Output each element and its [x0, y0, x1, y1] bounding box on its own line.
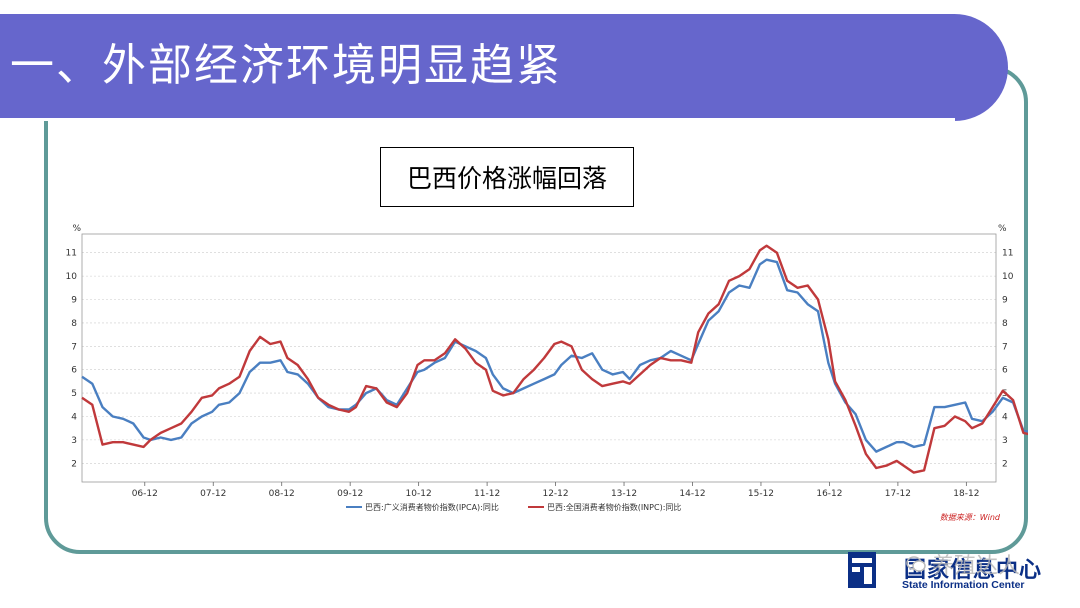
- y-tick-label-left: 3: [71, 436, 77, 446]
- y-tick-label-right: 3: [1002, 436, 1008, 446]
- y-unit-left: %: [72, 224, 81, 234]
- slide-title: 一、外部经济环境明显趋紧: [10, 40, 562, 91]
- x-tick-label: 08-12: [269, 489, 295, 499]
- y-tick-label-left: 10: [66, 272, 78, 282]
- y-unit-right: %: [998, 224, 1007, 234]
- y-tick-label-right: 2: [1002, 459, 1008, 469]
- y-tick-label-left: 9: [71, 296, 77, 306]
- y-tick-label-left: 5: [71, 389, 77, 399]
- y-tick-label-left: 11: [66, 249, 77, 259]
- y-tick-label-right: 9: [1002, 296, 1008, 306]
- y-tick-label-right: 7: [1002, 342, 1008, 352]
- y-tick-label-right: 11: [1002, 249, 1013, 259]
- x-tick-label: 16-12: [816, 489, 842, 499]
- x-tick-label: 10-12: [406, 489, 432, 499]
- plot-frame: [81, 233, 997, 483]
- x-tick-label: 09-12: [337, 489, 363, 499]
- y-tick-label-right: 6: [1002, 366, 1008, 376]
- x-tick-label: 12-12: [542, 489, 568, 499]
- sic-logo-icon: [848, 552, 876, 588]
- y-tick-label-left: 4: [71, 412, 77, 422]
- x-tick-label: 13-12: [611, 489, 637, 499]
- chart-title: 巴西价格涨幅回落: [380, 147, 634, 207]
- chart-grid: [82, 252, 996, 464]
- chart-lines: [81, 244, 1028, 474]
- legend-label: 巴西:广义消费者物价指数(IPCA):同比: [365, 502, 499, 512]
- watermark-text: 养殖达人: [932, 554, 1021, 579]
- data-source: 数据来源：Wind: [940, 513, 1001, 522]
- watermark: 养殖达人: [906, 548, 1020, 580]
- x-tick-label: 14-12: [679, 489, 705, 499]
- logo-text-en: State Information Center: [902, 579, 1025, 591]
- legend-label: 巴西:全国消费者物价指数(INPC):同比: [547, 502, 681, 512]
- y-tick-label-right: 4: [1002, 412, 1008, 422]
- x-tick-label: 06-12: [132, 489, 158, 499]
- y-tick-label-left: 7: [71, 342, 77, 352]
- title-banner: [0, 14, 1008, 121]
- y-tick-label-left: 8: [71, 319, 77, 329]
- logo-text-cn: 国家信息中心: [904, 557, 1043, 583]
- y-tick-label-right: 10: [1002, 272, 1014, 282]
- series-line-ipca: [81, 258, 1028, 453]
- x-tick-label: 11-12: [474, 489, 500, 499]
- x-tick-label: 15-12: [748, 489, 774, 499]
- series-line-inpc: [81, 244, 1028, 474]
- x-tick-label: 07-12: [200, 489, 226, 499]
- x-tick-label: 18-12: [953, 489, 979, 499]
- y-tick-label-right: 8: [1002, 319, 1008, 329]
- banner-divider: [0, 118, 955, 121]
- chart-legend: 巴西:广义消费者物价指数(IPCA):同比 巴西:全国消费者物价指数(INPC):…: [346, 502, 1001, 522]
- x-tick-label: 17-12: [885, 489, 911, 499]
- wechat-icon: [906, 556, 926, 572]
- y-tick-label-left: 2: [71, 459, 77, 469]
- y-tick-label-left: 6: [71, 366, 77, 376]
